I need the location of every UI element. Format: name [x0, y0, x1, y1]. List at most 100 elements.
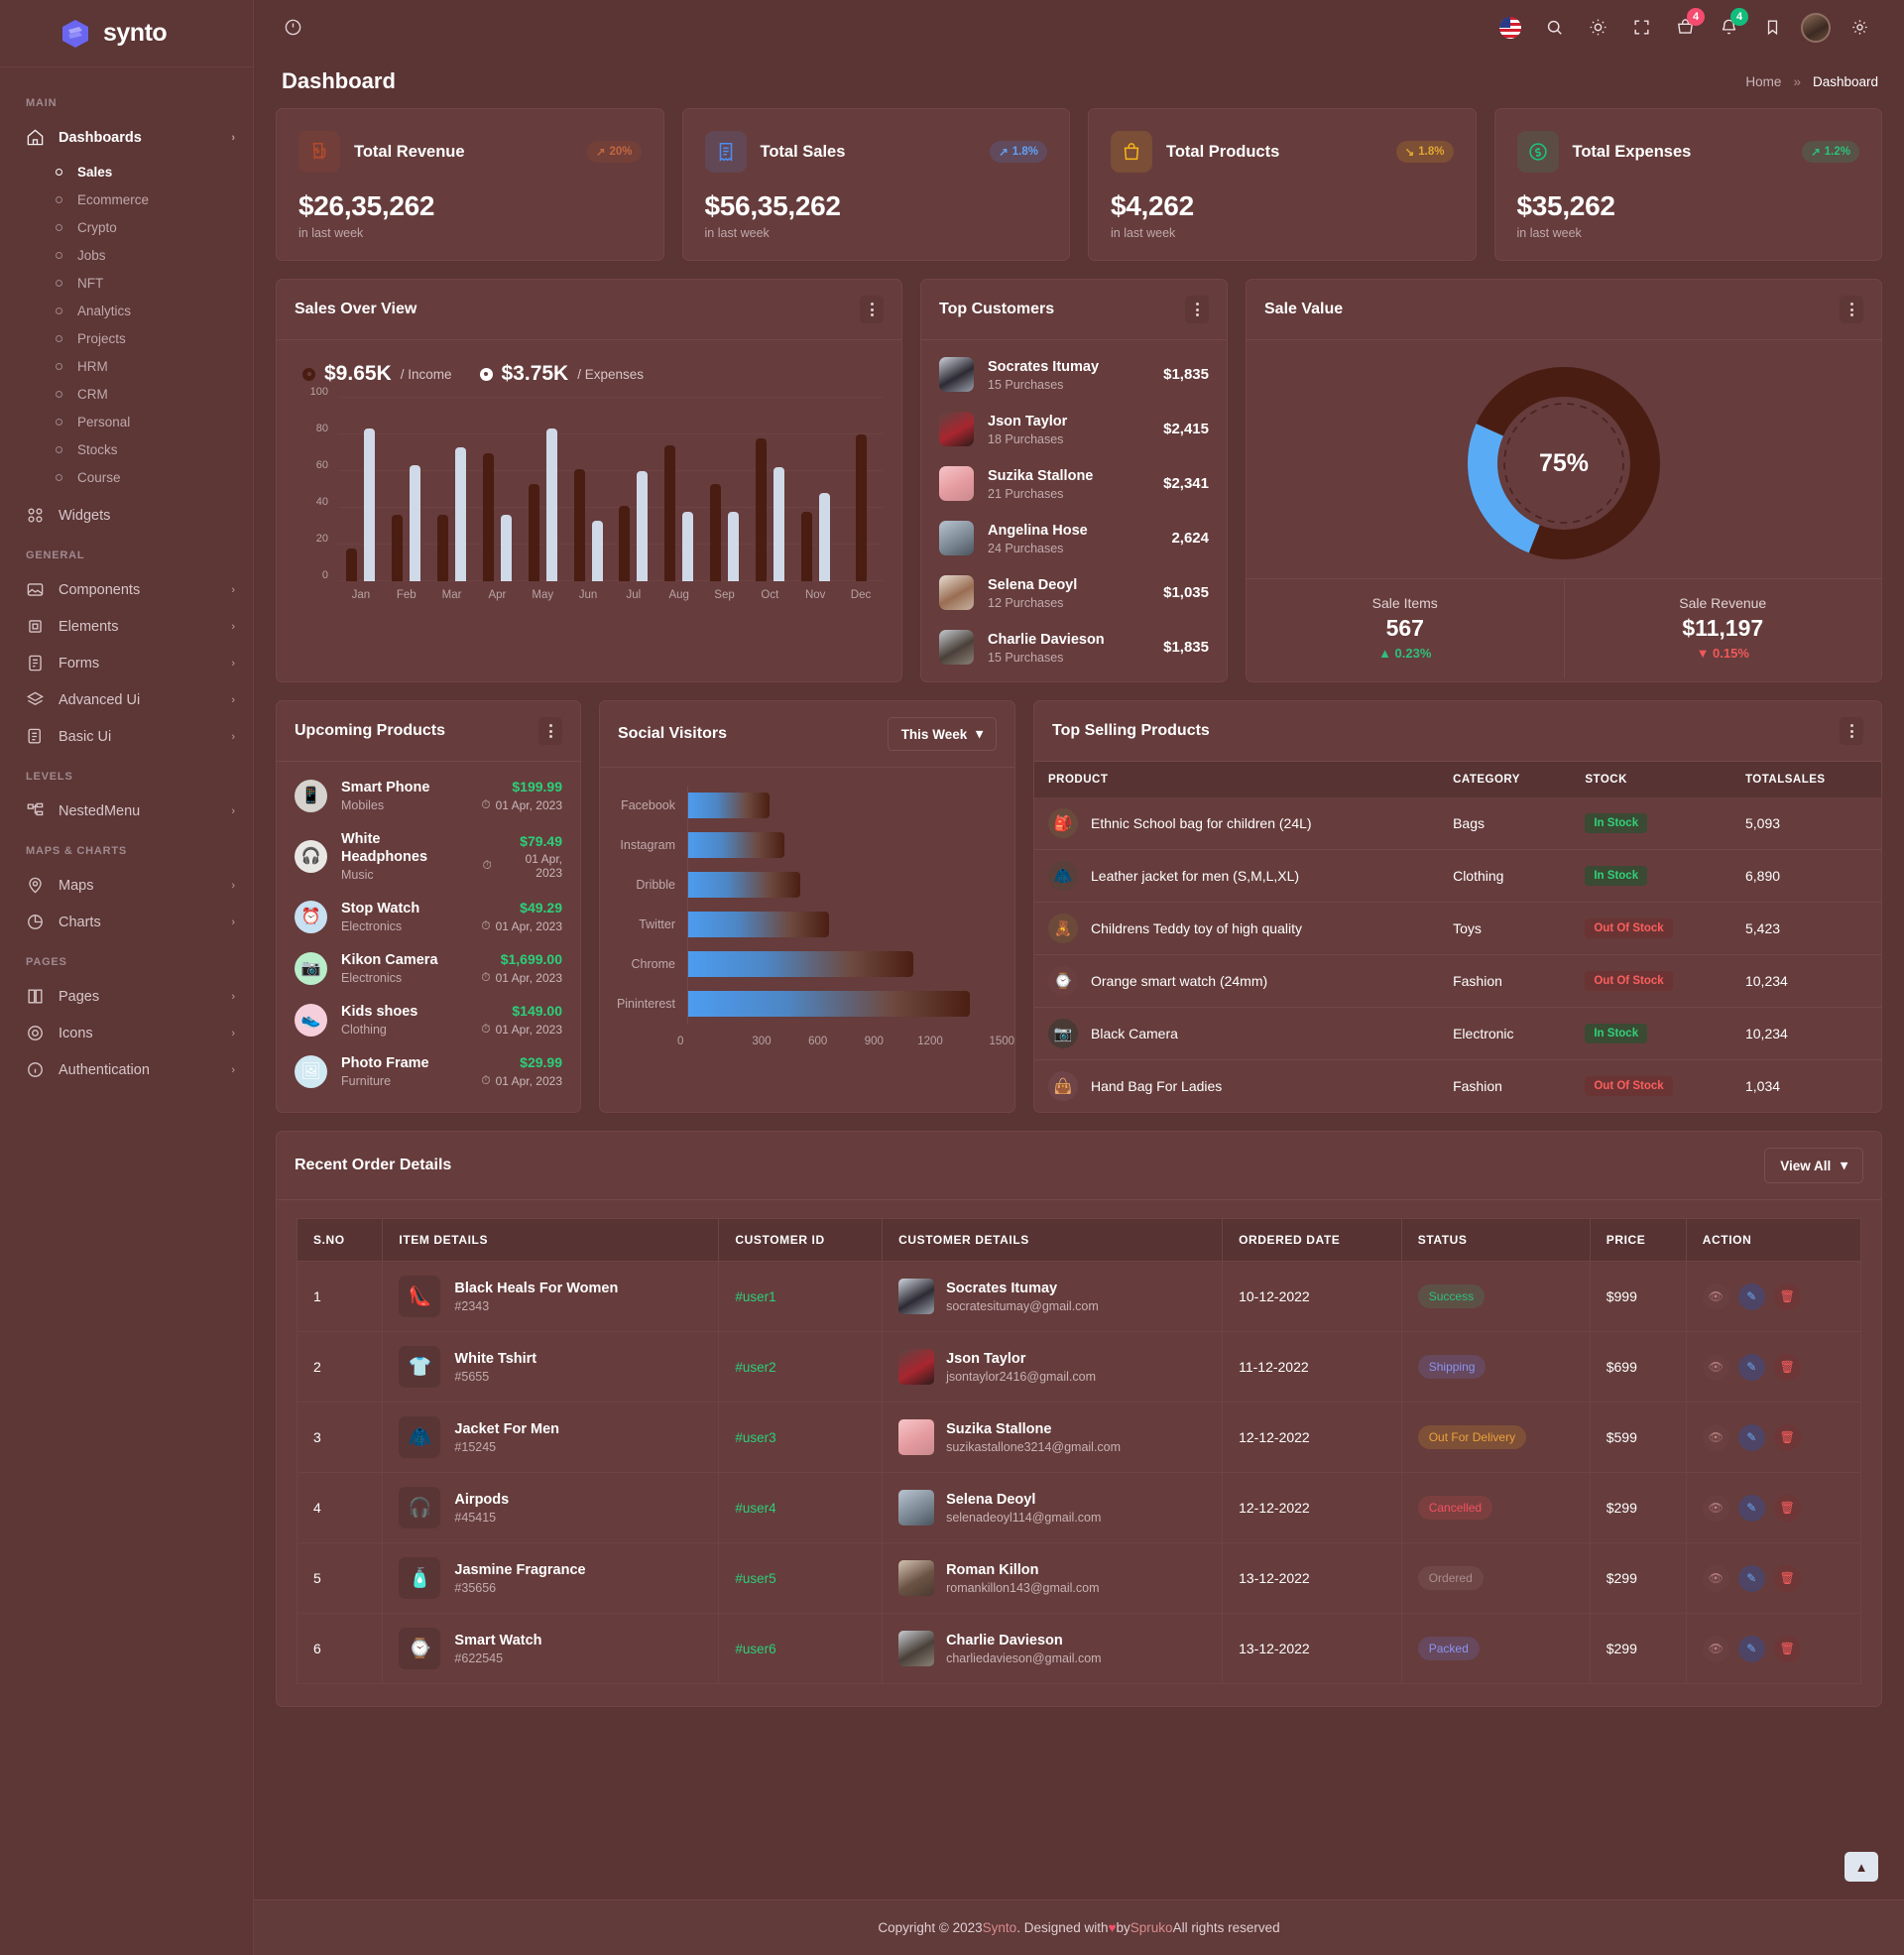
table-row[interactable]: 👜 Hand Bag For Ladies Fashion Out Of Stock 1… — [1034, 1060, 1881, 1113]
table-row[interactable]: 🧸 Childrens Teddy toy of high quality Toys… — [1034, 902, 1881, 955]
sidebar-item-advanced-ui[interactable]: Advanced Ui › — [0, 681, 253, 718]
sidebar-subitem-projects[interactable]: Projects — [0, 324, 253, 352]
search-icon[interactable] — [1537, 11, 1571, 45]
sidebar-subitem-nft[interactable]: NFT — [0, 269, 253, 297]
bookmark-icon[interactable] — [1755, 11, 1789, 45]
edit-button[interactable]: ✎ — [1737, 1353, 1765, 1381]
kebab-menu-icon[interactable] — [1840, 296, 1863, 323]
table-row[interactable]: ⌚ Orange smart watch (24mm) Fashion Out Of … — [1034, 954, 1881, 1008]
avatar[interactable] — [1799, 11, 1833, 45]
delete-button[interactable]: 🗑 — [1773, 1564, 1801, 1592]
view-button[interactable]: 👁 — [1702, 1494, 1729, 1522]
sidebar-subitem-course[interactable]: Course — [0, 463, 253, 491]
sun-icon[interactable] — [1581, 11, 1614, 45]
edit-button[interactable]: ✎ — [1737, 1423, 1765, 1451]
product-row[interactable]: 👟 Kids shoes Clothing $149.00 ⏱ 01 Apr, 2023 — [277, 994, 580, 1045]
product-row[interactable]: 📷 Kikon Camera Electronics $1,699.00 ⏱ 01 Apr… — [277, 942, 580, 994]
status-badge: Cancelled — [1417, 1496, 1493, 1520]
delete-button[interactable]: 🗑 — [1773, 1283, 1801, 1310]
timeframe-select[interactable]: This Week ▾ — [887, 717, 997, 751]
product-row[interactable]: ⏰ Stop Watch Electronics $49.29 ⏱ 01 Apr, 202… — [277, 891, 580, 942]
delete-button[interactable]: 🗑 — [1773, 1353, 1801, 1381]
table-row[interactable]: 2 👕 White Tshirt #5655 #user2 Json Taylor json… — [296, 1331, 1862, 1403]
sidebar-item-charts[interactable]: Charts › — [0, 904, 253, 940]
product-category: Clothing — [341, 1023, 387, 1037]
table-row[interactable]: 🧥 Leather jacket for men (S,M,L,XL) Clothi… — [1034, 849, 1881, 903]
product-row[interactable]: 🎧 White Headphones Music $79.49 ⏱ 01 Apr, 202… — [277, 821, 580, 891]
kebab-menu-icon[interactable] — [860, 296, 884, 323]
sidebar-item-dashboards[interactable]: Dashboards › — [0, 119, 253, 156]
customer-id-link[interactable]: #user6 — [735, 1642, 776, 1656]
view-button[interactable]: 👁 — [1702, 1283, 1729, 1310]
customer-id-link[interactable]: #user4 — [735, 1501, 776, 1516]
table-row[interactable]: 5 🧴 Jasmine Fragrance #35656 #user5 Roman Kil… — [296, 1542, 1862, 1614]
sidebar-subitem-stocks[interactable]: Stocks — [0, 435, 253, 463]
view-button[interactable]: 👁 — [1702, 1423, 1729, 1451]
sidebar-item-authentication[interactable]: Authentication › — [0, 1051, 253, 1088]
customer-id-link[interactable]: #user2 — [735, 1360, 776, 1375]
customer-row[interactable]: Charlie Davieson 15 Purchases $1,835 — [921, 620, 1227, 674]
sidebar-item-elements[interactable]: Elements › — [0, 608, 253, 645]
table-row[interactable]: 🎒 Ethnic School bag for children (24L) Bag… — [1034, 797, 1881, 850]
page-content: Dashboard Home » Dashboard Total Revenue — [254, 55, 1904, 1899]
customer-id-link[interactable]: #user3 — [735, 1430, 776, 1445]
edit-button[interactable]: ✎ — [1737, 1494, 1765, 1522]
us-flag-icon[interactable] — [1493, 11, 1527, 45]
edit-button[interactable]: ✎ — [1737, 1283, 1765, 1310]
customer-row[interactable]: Selena Deoyl 12 Purchases $1,035 — [921, 565, 1227, 620]
sidebar-subitem-analytics[interactable]: Analytics — [0, 297, 253, 324]
view-button[interactable]: 👁 — [1702, 1564, 1729, 1592]
table-row[interactable]: 6 ⌚ Smart Watch #622545 #user6 Charlie Davies… — [296, 1613, 1862, 1684]
customer-row[interactable]: Socrates Itumay 15 Purchases $1,835 — [921, 347, 1227, 402]
fullscreen-icon[interactable] — [1624, 11, 1658, 45]
customer-row[interactable]: Angelina Hose 24 Purchases 2,624 — [921, 511, 1227, 565]
view-all-button[interactable]: View All ▾ — [1764, 1148, 1863, 1183]
bar-income — [482, 452, 494, 581]
cell-status: Out For Delivery — [1400, 1402, 1591, 1473]
customer-id-link[interactable]: #user1 — [735, 1289, 776, 1304]
sidebar-item-maps[interactable]: Maps › — [0, 867, 253, 904]
sidebar-subitem-sales[interactable]: Sales — [0, 158, 253, 185]
delete-button[interactable]: 🗑 — [1773, 1635, 1801, 1662]
sidebar-subitem-jobs[interactable]: Jobs — [0, 241, 253, 269]
sidebar-item-pages[interactable]: Pages › — [0, 978, 253, 1015]
sidebar-subitem-hrm[interactable]: HRM — [0, 352, 253, 380]
customer-row[interactable]: Suzika Stallone 21 Purchases $2,341 — [921, 456, 1227, 511]
customer-row[interactable]: Json Taylor 18 Purchases $2,415 — [921, 402, 1227, 456]
customer-id-link[interactable]: #user5 — [735, 1571, 776, 1586]
sidebar-item-forms[interactable]: Forms › — [0, 645, 253, 681]
delete-button[interactable]: 🗑 — [1773, 1423, 1801, 1451]
kebab-menu-icon[interactable] — [1840, 717, 1863, 745]
table-row[interactable]: 4 🎧 Airpods #45415 #user4 Selena Deoyl selenad… — [296, 1472, 1862, 1543]
view-button[interactable]: 👁 — [1702, 1353, 1729, 1381]
table-row[interactable]: 1 👠 Black Heals For Women #2343 #user1 Socrat… — [296, 1261, 1862, 1332]
footer-author-link[interactable]: Spruko — [1130, 1920, 1173, 1935]
view-button[interactable]: 👁 — [1702, 1635, 1729, 1662]
scroll-to-top-button[interactable]: ▲ — [1844, 1852, 1878, 1882]
edit-button[interactable]: ✎ — [1737, 1635, 1765, 1662]
delete-button[interactable]: 🗑 — [1773, 1494, 1801, 1522]
sidebar-subitem-personal[interactable]: Personal — [0, 408, 253, 435]
brand-logo-area[interactable]: synto — [0, 0, 253, 67]
product-row[interactable]: 🖼 Photo Frame Furniture $29.99 ⏱ 01 Apr, 2023 — [277, 1045, 580, 1097]
table-row[interactable]: 3 🧥 Jacket For Men #15245 #user3 Suzika Stall… — [296, 1402, 1862, 1473]
edit-button[interactable]: ✎ — [1737, 1564, 1765, 1592]
product-row[interactable]: 📱 Smart Phone Mobiles $199.99 ⏱ 01 Apr, 2023 — [277, 770, 580, 821]
gear-icon[interactable] — [1843, 11, 1876, 45]
sidebar-item-icons[interactable]: Icons › — [0, 1015, 253, 1051]
sidebar-item-nestedmenu[interactable]: NestedMenu › — [0, 793, 253, 829]
sidebar-subitem-crypto[interactable]: Crypto — [0, 213, 253, 241]
sidebar-item-components[interactable]: Components › — [0, 571, 253, 608]
sidebar-subitem-crm[interactable]: CRM — [0, 380, 253, 408]
sidebar-item-widgets[interactable]: Widgets — [0, 497, 253, 534]
bell-icon[interactable]: 4 — [1712, 7, 1748, 45]
footer-brand-link[interactable]: Synto — [982, 1920, 1017, 1935]
table-row[interactable]: 📷 Black Camera Electronic In Stock 10,234 — [1034, 1007, 1881, 1060]
breadcrumb-home[interactable]: Home — [1745, 73, 1782, 89]
kebab-menu-icon[interactable] — [1185, 296, 1209, 323]
sidebar-subitem-ecommerce[interactable]: Ecommerce — [0, 185, 253, 213]
sidebar-item-basic-ui[interactable]: Basic Ui › — [0, 718, 253, 755]
cart-icon[interactable]: 4 — [1668, 7, 1705, 45]
sidebar-toggle-icon[interactable] — [276, 11, 309, 45]
kebab-menu-icon[interactable] — [538, 717, 562, 745]
